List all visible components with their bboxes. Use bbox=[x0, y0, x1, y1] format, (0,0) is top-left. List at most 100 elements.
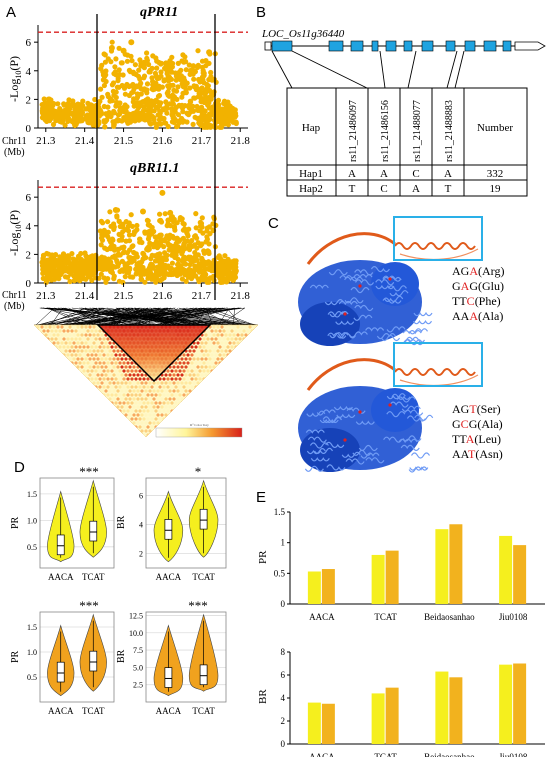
ld-cell bbox=[94, 353, 98, 357]
ld-cell bbox=[134, 385, 138, 389]
ld-cell bbox=[90, 401, 94, 405]
ld-snp-line bbox=[40, 307, 257, 326]
snp-point bbox=[116, 218, 122, 224]
ld-cell bbox=[198, 409, 202, 413]
ld-cell bbox=[126, 433, 130, 437]
ld-cell bbox=[118, 385, 122, 389]
snp-point bbox=[174, 96, 180, 102]
ld-cell bbox=[226, 377, 230, 381]
ld-cell bbox=[68, 397, 72, 401]
snp-point bbox=[126, 220, 132, 226]
ld-cell bbox=[92, 333, 96, 337]
snp-point bbox=[134, 110, 140, 116]
ld-snp-line bbox=[39, 307, 211, 326]
snp-point bbox=[48, 116, 54, 122]
ld-cell bbox=[80, 325, 84, 329]
codon-mutation: A bbox=[466, 432, 475, 446]
ld-snp-line bbox=[47, 307, 85, 326]
snp-point bbox=[180, 103, 186, 109]
ld-cell bbox=[218, 393, 222, 397]
x-tick-label: TCAT bbox=[82, 572, 105, 582]
row1-number: 332 bbox=[487, 168, 504, 180]
ld-cell bbox=[50, 361, 54, 365]
ld-cell bbox=[88, 373, 92, 377]
ld-cell bbox=[244, 341, 248, 345]
helix-stroke bbox=[380, 334, 401, 342]
snp-point bbox=[180, 220, 186, 226]
ld-cell bbox=[94, 401, 98, 405]
ld-cell bbox=[194, 393, 198, 397]
snp-point bbox=[116, 67, 122, 73]
protein-structure-hap2 bbox=[298, 358, 479, 473]
snp-point bbox=[154, 234, 160, 240]
y-tick-label: 8 bbox=[281, 647, 286, 657]
snp-point bbox=[171, 225, 178, 231]
snp-point bbox=[135, 73, 142, 79]
ld-cell bbox=[74, 337, 78, 341]
bar bbox=[499, 535, 513, 604]
bar bbox=[513, 663, 527, 744]
ld-cell bbox=[128, 381, 132, 385]
ld-cell bbox=[182, 369, 186, 373]
box bbox=[56, 661, 65, 683]
ld-cell bbox=[76, 341, 80, 345]
ld-cell bbox=[124, 429, 128, 433]
ld-cell bbox=[168, 421, 172, 425]
ld-cell bbox=[58, 353, 62, 357]
snp-point bbox=[125, 228, 132, 234]
snp-point bbox=[199, 58, 206, 64]
helix-stroke bbox=[316, 409, 336, 416]
ld-cell bbox=[208, 341, 212, 345]
ld-cell bbox=[136, 405, 140, 409]
snp-point bbox=[179, 276, 185, 282]
snp-point bbox=[224, 107, 231, 113]
ld-cell bbox=[174, 361, 178, 365]
snp-point bbox=[158, 121, 164, 127]
ld-cell bbox=[96, 349, 100, 353]
ld-cell bbox=[174, 401, 178, 405]
ld-cell bbox=[60, 341, 64, 345]
ld-cell bbox=[126, 401, 130, 405]
ld-cell bbox=[194, 361, 198, 365]
ld-cell bbox=[84, 405, 88, 409]
ld-cell bbox=[116, 413, 120, 417]
ld-cell bbox=[138, 433, 142, 437]
snp-point bbox=[138, 91, 144, 97]
snp-point bbox=[214, 261, 221, 267]
snp-point bbox=[204, 234, 210, 240]
ld-cell bbox=[204, 333, 208, 337]
ld-cell bbox=[150, 401, 154, 405]
ld-cell bbox=[70, 401, 74, 405]
snp-point bbox=[169, 54, 175, 60]
ld-cell bbox=[108, 365, 112, 369]
snp-point bbox=[232, 110, 239, 116]
exon bbox=[502, 40, 512, 52]
ld-cell bbox=[168, 373, 172, 377]
ld-cell bbox=[184, 365, 188, 369]
ld-cell bbox=[172, 413, 176, 417]
ld-cell bbox=[208, 381, 212, 385]
snp-point bbox=[107, 98, 113, 104]
ld-cell bbox=[114, 369, 118, 373]
ld-cell bbox=[76, 333, 80, 337]
ld-cell bbox=[248, 341, 252, 345]
ld-cell bbox=[102, 409, 106, 413]
snp-point bbox=[41, 101, 47, 107]
ld-cell bbox=[70, 329, 74, 333]
ld-cell bbox=[140, 389, 144, 393]
ld-cell bbox=[92, 429, 96, 433]
ld-cell bbox=[202, 345, 206, 349]
ld-cell bbox=[114, 361, 118, 365]
helix-stroke bbox=[348, 331, 368, 338]
ld-cell bbox=[52, 333, 56, 337]
ld-cell bbox=[78, 417, 82, 421]
ld-cell bbox=[128, 429, 132, 433]
snp-point bbox=[157, 110, 163, 116]
snp-point bbox=[148, 256, 154, 262]
ld-cell bbox=[146, 385, 150, 389]
ld-cell bbox=[184, 413, 188, 417]
snp-point bbox=[183, 278, 189, 284]
ld-cell bbox=[204, 341, 208, 345]
snp-point bbox=[108, 268, 114, 275]
y-axis-label: PR bbox=[257, 550, 269, 564]
